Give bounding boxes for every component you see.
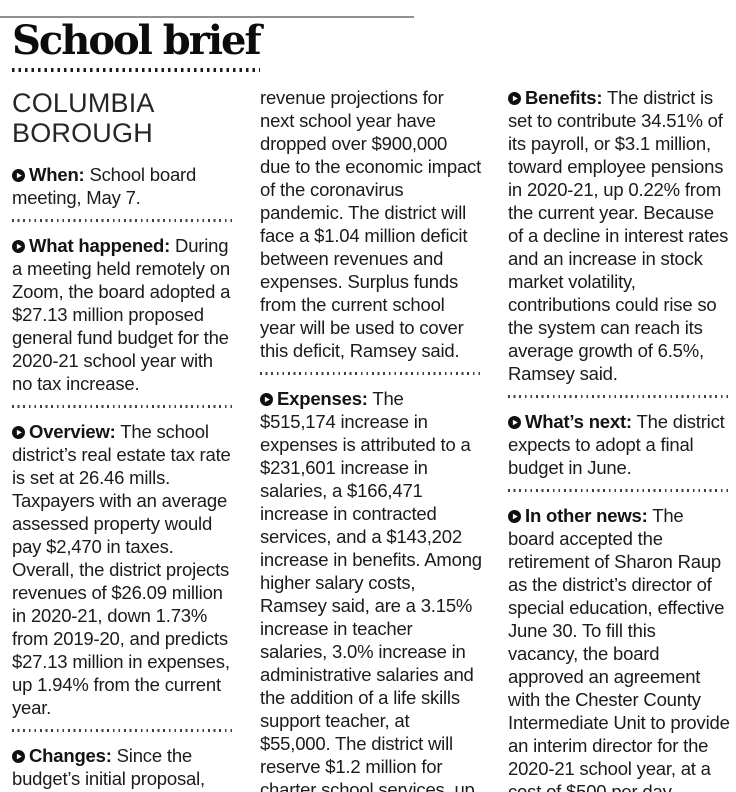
entry-changes: Changes: Since the budget’s initial prop… [12, 744, 234, 792]
entry-overview: Overview: The school district’s real est… [12, 420, 234, 719]
entry-expenses: Expenses: The $515,174 increase in expen… [260, 387, 482, 792]
entry-benefits-text: The district is set to contribute 34.51%… [508, 87, 729, 384]
bullet-play-icon [12, 420, 29, 443]
column-2: revenue projections for next school year… [260, 86, 482, 792]
entry-whats-next-text: The district expects to adopt a final bu… [508, 411, 725, 478]
bullet-play-icon [508, 410, 525, 433]
entry-expenses-text: The $515,174 increase in expenses is att… [260, 388, 482, 792]
entry-changes-label: Changes: [29, 745, 112, 767]
entry-other-news-label: In other news: [525, 505, 648, 526]
top-rule [0, 16, 414, 18]
dotted-divider [12, 219, 234, 223]
entry-benefits-label: Benefits: [525, 87, 603, 108]
bullet-play-icon [12, 744, 29, 767]
bullet-play-icon [508, 504, 525, 527]
title-dotted-ornament [12, 68, 260, 72]
entry-other-news-text: The board accepted the retirement of Sha… [508, 505, 730, 792]
entry-what-happened: What happened: During a meeting held rem… [12, 234, 234, 395]
entry-what-happened-label: What happened: [29, 235, 171, 257]
page-title: School brief [12, 17, 262, 64]
entry-other-news: In other news: The board accepted the re… [508, 504, 730, 792]
entry-when-text: School board meeting, May 7. [12, 164, 197, 209]
entry-what-happened-text: During a meeting held remotely on Zoom, … [12, 235, 231, 395]
column-1: COLUMBIA BOROUGH When: School board meet… [12, 86, 234, 792]
bullet-play-icon [508, 86, 525, 109]
kicker-columbia-borough: COLUMBIA BOROUGH [12, 88, 154, 149]
entry-when: When: School board meeting, May 7. [12, 163, 234, 209]
entry-whats-next: What’s next: The district expects to ado… [508, 410, 730, 479]
column-3: Benefits: The district is set to contrib… [508, 86, 730, 792]
article-columns: COLUMBIA BOROUGH When: School board meet… [0, 72, 736, 792]
masthead: School brief [0, 0, 736, 72]
entry-when-label: When: [29, 164, 85, 186]
bullet-play-icon [12, 163, 29, 186]
entry-overview-label: Overview: [29, 421, 116, 443]
changes-continuation-text: revenue projections for next school year… [260, 87, 482, 361]
entry-benefits: Benefits: The district is set to contrib… [508, 86, 730, 385]
dotted-divider [12, 405, 234, 409]
bullet-play-icon [260, 387, 277, 410]
entry-whats-next-label: What’s next: [525, 411, 632, 432]
dotted-divider [508, 395, 730, 398]
dotted-divider [260, 372, 482, 375]
dotted-divider [508, 489, 730, 492]
entry-expenses-label: Expenses: [277, 388, 368, 409]
entry-overview-text: The school district’s real estate tax ra… [12, 421, 231, 719]
dotted-divider [12, 729, 234, 733]
bullet-play-icon [12, 234, 29, 257]
